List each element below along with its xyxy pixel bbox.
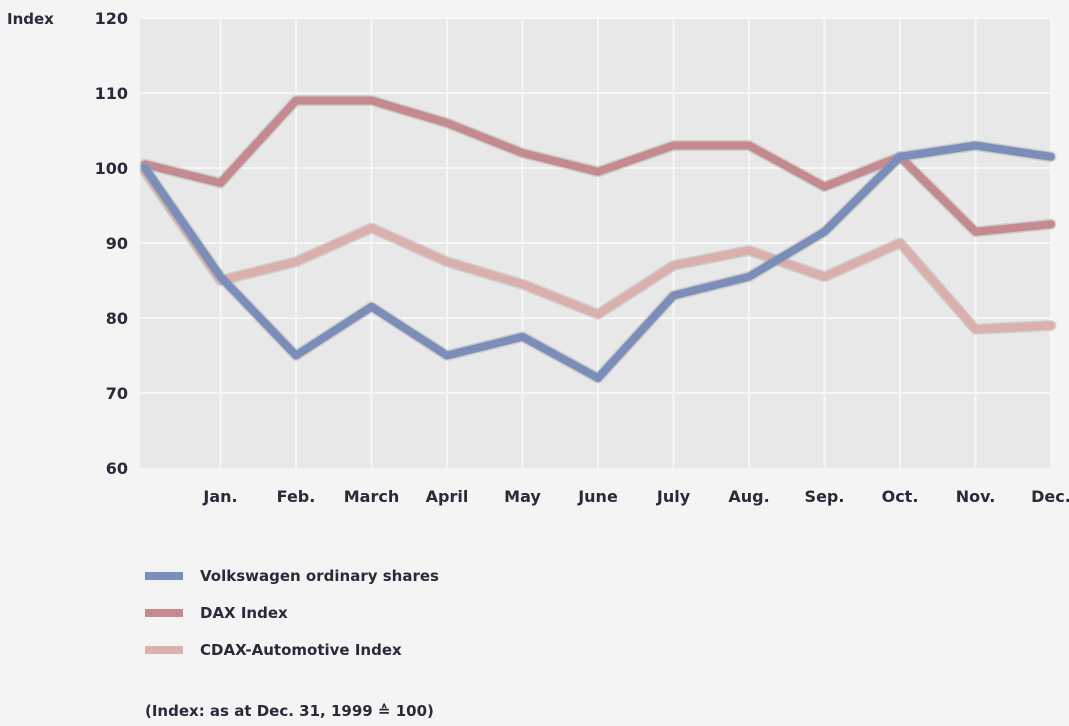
y-axis: 60 70 80 90 100 110 120: [95, 9, 128, 478]
grid-lines: [140, 17, 1052, 468]
x-tick-label: Sep.: [805, 487, 845, 506]
legend-label: CDAX-Automotive Index: [200, 640, 402, 659]
y-tick-label: 60: [106, 459, 128, 478]
x-tick-label: Jan.: [202, 487, 237, 506]
x-tick-label: March: [344, 487, 399, 506]
x-tick-label: Feb.: [277, 487, 316, 506]
x-tick-label: May: [504, 487, 541, 506]
x-tick-label: Nov.: [956, 487, 996, 506]
x-tick-label: Oct.: [882, 487, 919, 506]
y-tick-label: 100: [95, 159, 128, 178]
x-tick-label: April: [426, 487, 469, 506]
y-axis-label: Index: [7, 10, 54, 28]
series-line: [141, 141, 1055, 382]
x-axis: Jan. Feb. March April May June July Aug. Sep. Oct…: [202, 487, 1069, 506]
legend-label: Volkswagen ordinary shares: [200, 566, 439, 585]
y-tick-label: 70: [106, 384, 128, 403]
x-tick-label: June: [577, 487, 618, 506]
legend-swatch: [145, 571, 183, 580]
legend-swatch: [145, 645, 183, 654]
legend-label: DAX Index: [200, 603, 288, 622]
legend-swatch: [145, 608, 183, 617]
y-tick-label: 80: [106, 309, 128, 328]
legend: Volkswagen ordinary shares DAX Index CDA…: [145, 566, 439, 677]
legend-item-cdax: CDAX-Automotive Index: [145, 640, 439, 659]
y-tick-label: 90: [106, 234, 128, 253]
series-line: [141, 167, 1055, 334]
x-tick-label: July: [656, 487, 691, 506]
series-lines: [139, 95, 1057, 384]
index-note: (Index: as at Dec. 31, 1999 ≙ 100): [145, 702, 434, 720]
x-tick-label: Aug.: [728, 487, 769, 506]
legend-item-dax: DAX Index: [145, 603, 439, 622]
x-tick-label: Dec.: [1031, 487, 1069, 506]
y-tick-label: 110: [95, 84, 128, 103]
y-tick-label: 120: [95, 9, 128, 28]
legend-item-volkswagen: Volkswagen ordinary shares: [145, 566, 439, 585]
